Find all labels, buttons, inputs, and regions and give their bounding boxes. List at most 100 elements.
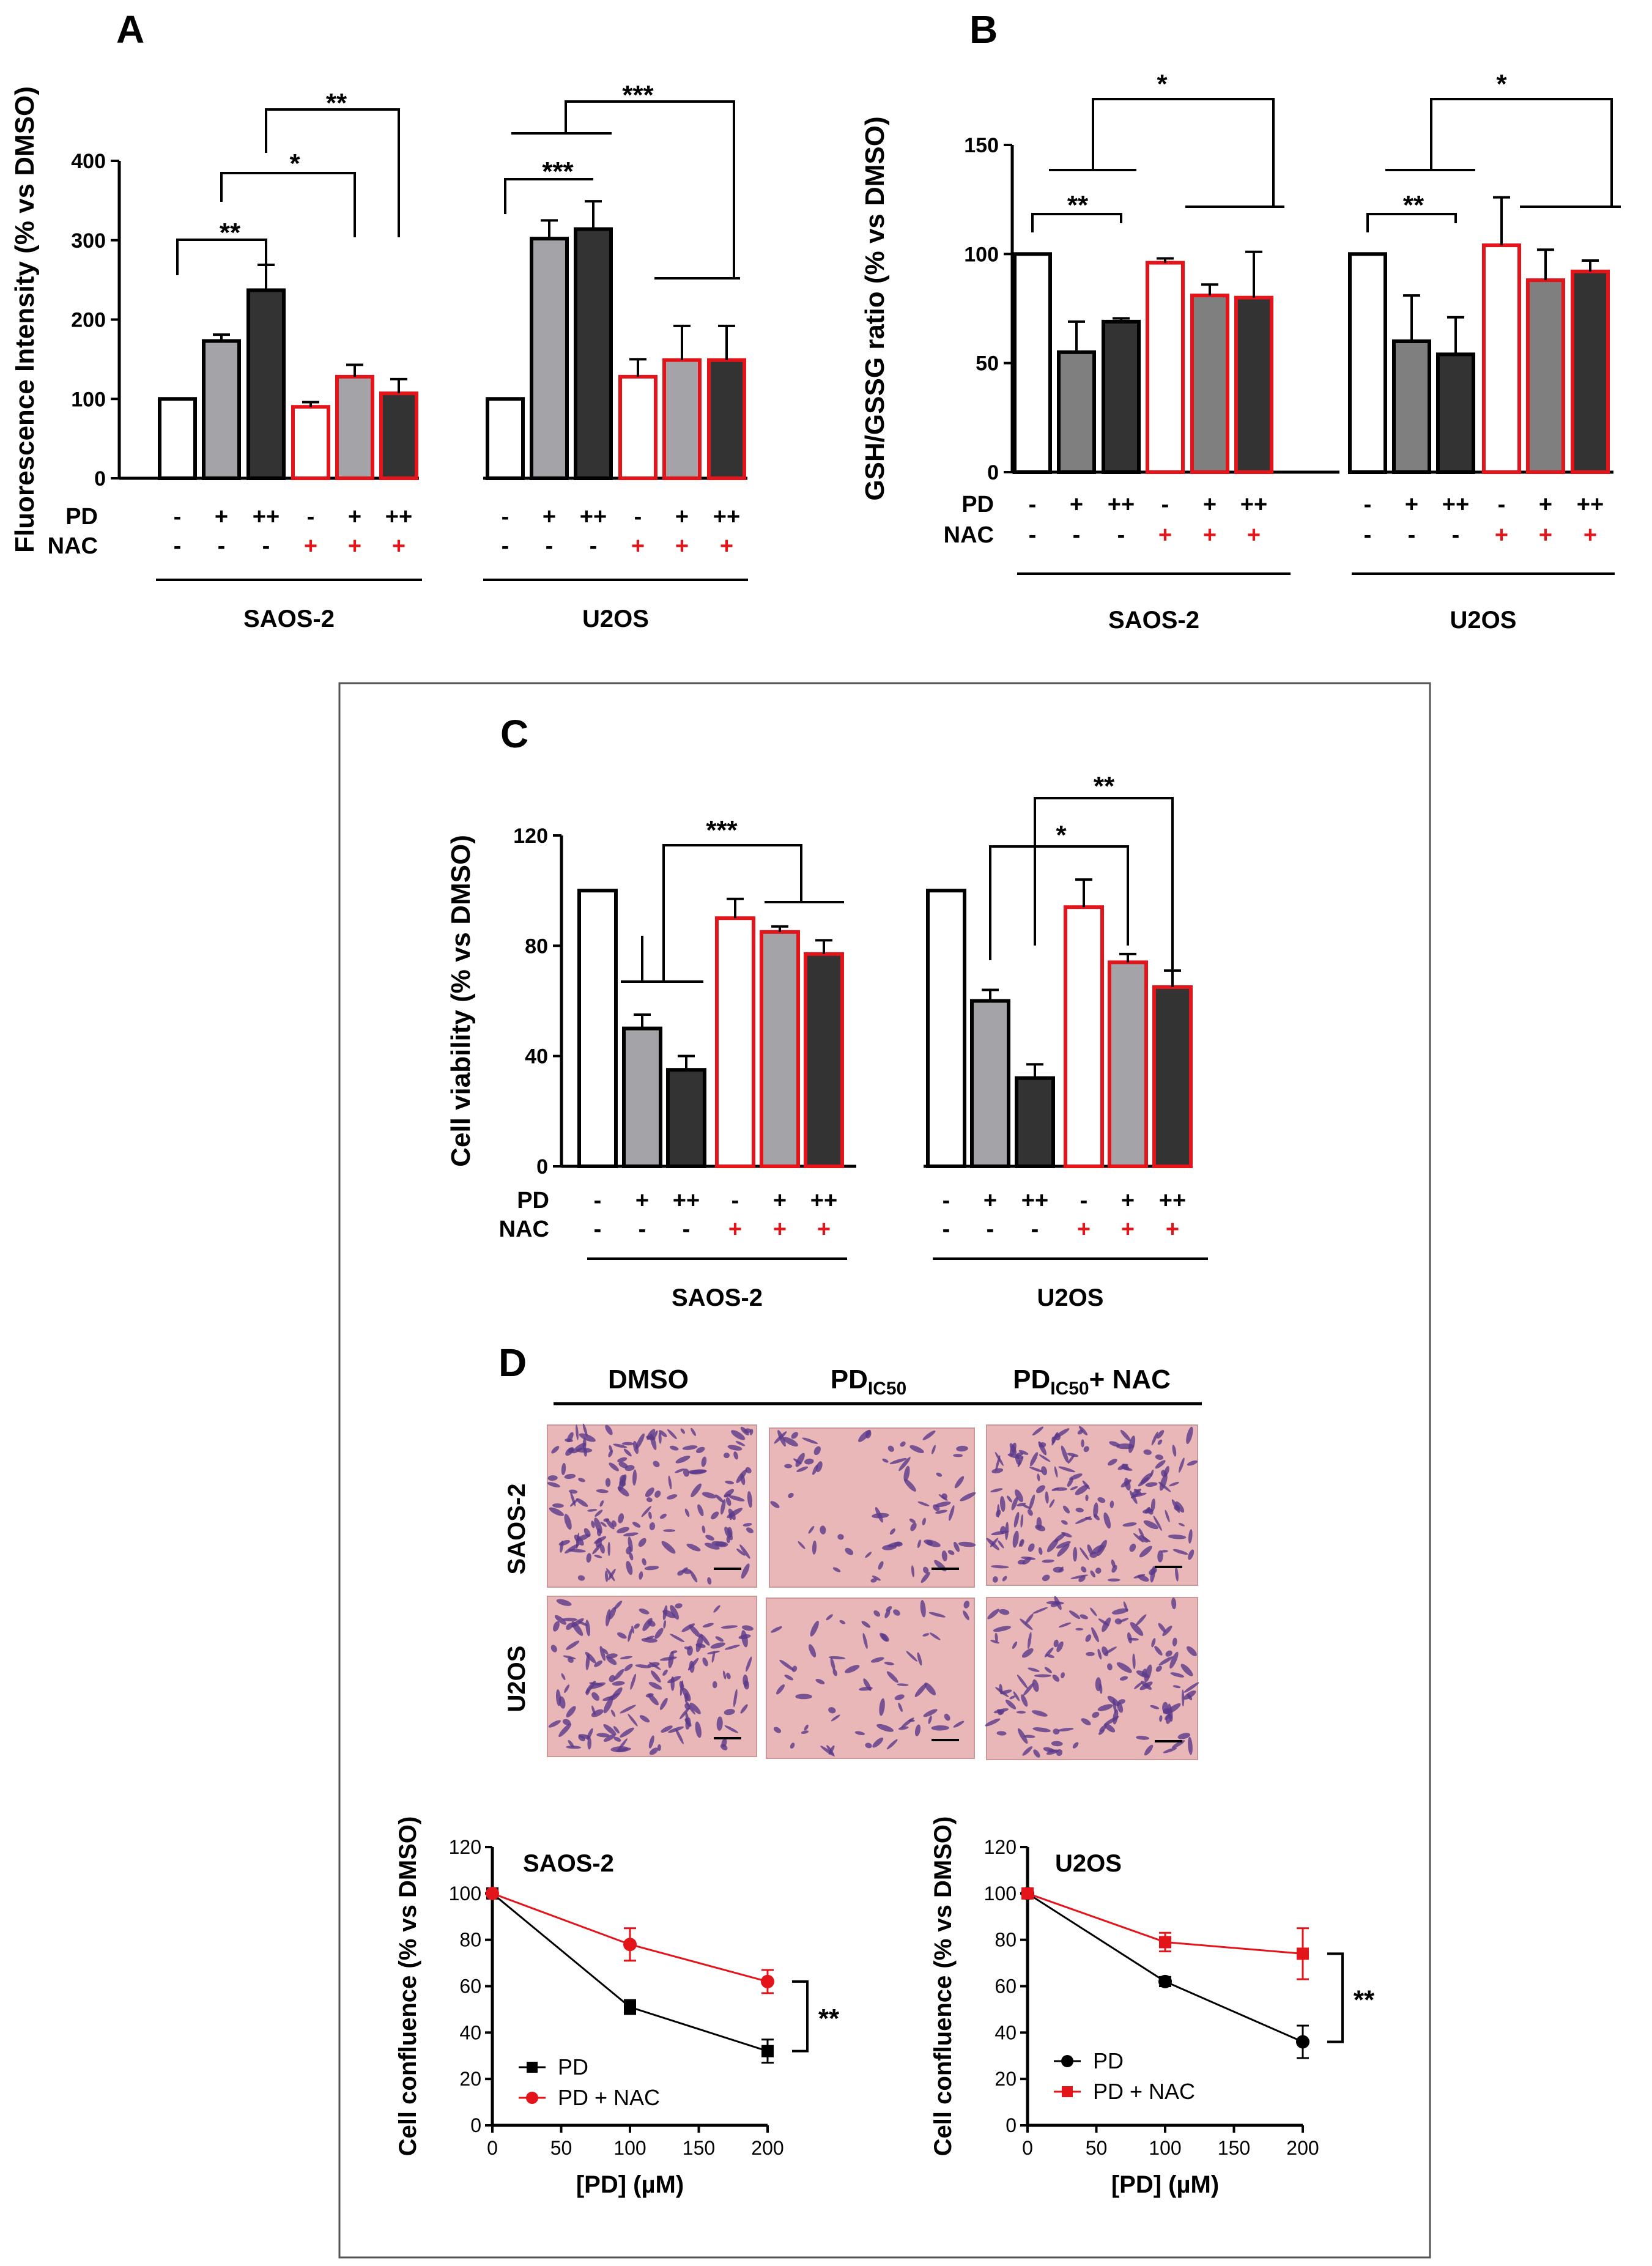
bar: [1234, 295, 1273, 474]
pd-symbol: -: [307, 504, 315, 530]
stained-cell: [1136, 1736, 1150, 1740]
nac-symbol: +: [728, 1216, 742, 1242]
group-label: SAOS-2: [672, 1284, 763, 1311]
stained-cell: [810, 1620, 819, 1637]
stained-cell: [608, 1450, 613, 1457]
stained-cell: [949, 1505, 955, 1521]
stained-cell: [623, 1448, 632, 1457]
stained-cell: [963, 1601, 970, 1609]
stained-cell: [1020, 1618, 1033, 1631]
stained-cell: [684, 1692, 689, 1701]
pd-symbol: -: [1498, 492, 1506, 517]
nac-symbol: +: [720, 533, 733, 559]
stained-cell: [661, 1725, 673, 1733]
stained-cell: [716, 1716, 723, 1731]
stained-cell: [1158, 1481, 1171, 1492]
stained-cell: [624, 1664, 633, 1672]
stained-cell: [1044, 1667, 1052, 1673]
stained-cell: [548, 1720, 561, 1728]
stained-cell: [1083, 1446, 1089, 1453]
stained-cell: [1186, 1426, 1193, 1445]
pd-symbol: ++: [673, 1188, 700, 1213]
stained-cell: [1157, 1550, 1163, 1563]
bar: [574, 227, 613, 480]
stained-cell: [876, 1724, 894, 1732]
col-header-pd-ic50: PDIC50: [831, 1364, 907, 1399]
stained-cell: [1183, 1690, 1196, 1700]
stained-cell: [587, 1737, 592, 1750]
stained-cell: [1188, 1529, 1193, 1544]
stained-cell: [1058, 1466, 1075, 1473]
stained-cell: [1109, 1500, 1114, 1508]
stained-cell: [795, 1453, 805, 1467]
stained-cell: [1171, 1598, 1177, 1610]
stained-cell: [628, 1629, 632, 1642]
stained-cell: [839, 1620, 846, 1624]
stained-cell: [1075, 1627, 1084, 1631]
stained-cell: [1155, 1454, 1164, 1461]
error-bar: [678, 1054, 695, 1070]
stained-cell: [1054, 1428, 1070, 1438]
stained-cell: [828, 1707, 836, 1714]
bar: [1152, 985, 1193, 1169]
stained-cell: [1013, 1691, 1020, 1701]
error-bar: [1582, 259, 1599, 272]
stained-cell: [801, 1730, 809, 1734]
stained-cell: [1046, 1749, 1059, 1755]
nac-symbol: -: [1031, 1216, 1039, 1242]
y-tick-label: 0: [470, 2114, 481, 2136]
nac-symbol: -: [546, 533, 554, 559]
stained-cell: [576, 1498, 588, 1507]
stained-cell: [1113, 1699, 1117, 1714]
stained-cell: [999, 1609, 1010, 1615]
stained-cell: [889, 1528, 895, 1535]
stained-cell: [605, 1424, 613, 1435]
pd-symbol: ++: [713, 504, 740, 530]
stained-cell: [728, 1495, 745, 1501]
row-label-pd: PD: [517, 1188, 549, 1213]
stained-cell: [1036, 1517, 1042, 1530]
stained-cell: [1069, 1610, 1081, 1620]
stained-cell: [1067, 1478, 1073, 1487]
stained-cell: [653, 1461, 660, 1467]
error-bar: [1447, 316, 1464, 355]
nac-symbol: -: [1029, 522, 1037, 548]
stained-cell: [591, 1692, 600, 1701]
stained-cell: [813, 1446, 821, 1456]
stained-cell: [1158, 1623, 1166, 1632]
stained-cell: [586, 1553, 591, 1563]
stained-cell: [599, 1500, 604, 1507]
legend-label: PD + NAC: [558, 2085, 660, 2110]
stained-cell: [862, 1632, 868, 1650]
stained-cell: [917, 1501, 930, 1506]
error-bar: [390, 377, 407, 394]
significance-bracket: [792, 1980, 809, 2053]
stained-cell: [585, 1689, 590, 1695]
stained-cell: [739, 1544, 750, 1559]
stained-cell: [1124, 1478, 1131, 1491]
stained-cell: [1042, 1574, 1050, 1582]
y-tick-label: 40: [525, 1045, 548, 1068]
stained-cell: [931, 1725, 949, 1731]
data-point: [624, 2001, 636, 2013]
stained-cell: [613, 1668, 624, 1681]
x-axis-label: [PD] (µM): [1111, 2171, 1219, 2198]
pd-symbol: ++: [1108, 492, 1135, 517]
pd-symbol: -: [1029, 492, 1037, 517]
stained-cell: [603, 1697, 613, 1714]
stained-cell: [572, 1443, 586, 1454]
stained-cell: [1175, 1501, 1185, 1513]
stained-cell: [685, 1717, 689, 1724]
stained-cell: [670, 1650, 678, 1654]
stained-cell: [1181, 1689, 1185, 1707]
bar: [1526, 278, 1565, 474]
y-tick-label: 0: [536, 1155, 548, 1179]
pd-symbol: ++: [1442, 492, 1469, 517]
stained-cell: [893, 1609, 900, 1616]
bar: [202, 339, 241, 480]
legend-marker: [527, 2062, 538, 2073]
stained-cell: [990, 1640, 999, 1644]
pd-symbol: -: [634, 504, 642, 530]
error-bar: [585, 200, 602, 229]
stained-cell: [646, 1429, 656, 1440]
